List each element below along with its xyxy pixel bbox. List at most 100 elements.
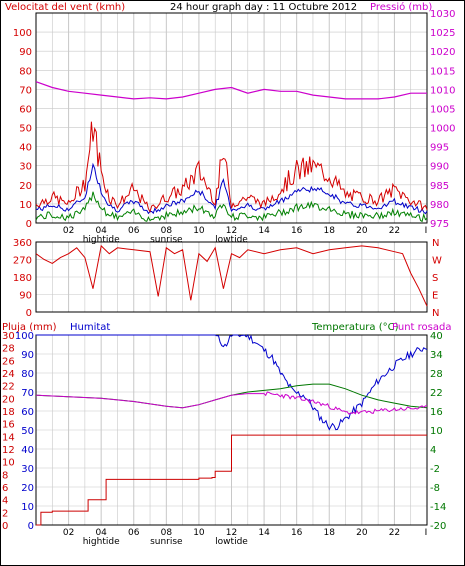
- hour-tick-label: 22: [389, 528, 400, 538]
- pressure-tick-label: 995: [430, 143, 449, 154]
- humidity-label: Humitat: [70, 322, 110, 333]
- event-label: sunrise: [150, 235, 183, 245]
- humidity-tick-label: 60: [21, 407, 34, 418]
- temperature-tick-label: 34: [430, 350, 443, 361]
- axis-ticks: 0102030405060708090100975980985990995100…: [2, 9, 455, 547]
- direction-compass-label: E: [432, 291, 438, 302]
- humidity-tick-label: 30: [21, 464, 34, 475]
- wind-average-line: [35, 162, 428, 215]
- wind-speed-label: Velocitat del vent (kmh): [5, 2, 125, 13]
- panel-wind-pressure-series: [35, 81, 428, 223]
- rain-tick-label: 12: [2, 445, 15, 456]
- wind-tick-label: 80: [19, 66, 32, 77]
- direction-tick-label: 360: [13, 238, 32, 249]
- wind-tick-label: 40: [19, 143, 32, 154]
- pressure-tick-label: 1005: [430, 104, 455, 115]
- hour-tick-label: 10: [193, 528, 205, 538]
- event-label: hightide: [83, 537, 120, 547]
- temperature-label: Temperatura (°C): [311, 322, 399, 333]
- hour-tick-label: 06: [128, 528, 140, 538]
- temperature-tick-label: -14: [430, 502, 446, 513]
- hour-tick-label: 18: [324, 528, 336, 538]
- humidity-tick-label: 50: [21, 426, 34, 437]
- temperature-tick-label: 22: [430, 388, 443, 399]
- hour-tick-label: 02: [63, 528, 74, 538]
- rain-tick-label: 30: [2, 331, 15, 342]
- humidity-tick-label: 80: [21, 369, 34, 380]
- chart-title: 24 hour graph day : 11 Octubre 2012: [170, 2, 357, 13]
- humidity-tick-label: 0: [28, 521, 34, 532]
- hour-tick-label: 16: [291, 226, 303, 236]
- event-label: sunrise: [150, 537, 183, 547]
- direction-compass-label: N: [432, 308, 439, 319]
- humidity-tick-label: 10: [21, 502, 34, 513]
- hour-tick-label: 06: [128, 226, 140, 236]
- event-label: lowtide: [215, 235, 248, 245]
- direction-tick-label: 0: [26, 308, 32, 319]
- direction-compass-label: N: [432, 238, 439, 249]
- rain-tick-label: 20: [2, 394, 15, 405]
- rain-tick-label: 10: [2, 458, 15, 469]
- hour-tick-label: 08: [161, 226, 173, 236]
- hour-tick-label: 04: [95, 528, 107, 538]
- hour-tick-label: 18: [324, 226, 336, 236]
- rain-tick-label: 6: [2, 483, 8, 494]
- rain-line: [36, 434, 427, 526]
- wind-tick-label: 90: [19, 47, 32, 58]
- hour-tick-label: I: [425, 226, 428, 236]
- wind-direction-line: [35, 244, 428, 307]
- direction-tick-label: 270: [13, 256, 32, 267]
- panel-frame: [35, 12, 428, 224]
- wind-tick-label: 30: [19, 162, 32, 173]
- wind-speed-line: [35, 121, 428, 213]
- pressure-tick-label: 980: [430, 200, 449, 211]
- pressure-label: Pressió (mb): [370, 1, 432, 13]
- pressure-line: [35, 81, 427, 100]
- wind-tick-label: 20: [19, 181, 32, 192]
- wind-tick-label: 0: [26, 219, 32, 230]
- humidity-tick-label: 90: [21, 350, 34, 361]
- rain-tick-label: 16: [2, 420, 15, 431]
- rain-tick-label: 28: [2, 344, 15, 355]
- wind-tick-label: 50: [19, 124, 32, 135]
- wind-tick-label: 60: [19, 104, 32, 115]
- pressure-tick-label: 990: [430, 162, 449, 173]
- humidity-tick-label: 20: [21, 483, 34, 494]
- hour-tick-label: 14: [258, 226, 270, 236]
- hour-tick-label: 16: [291, 528, 303, 538]
- panel-frame: [35, 241, 428, 313]
- panel-frame: [35, 334, 428, 526]
- humidity-line: [36, 334, 428, 431]
- direction-tick-label: 180: [13, 273, 32, 284]
- rain-tick-label: 18: [2, 407, 15, 418]
- hour-tick-label: 20: [356, 226, 368, 236]
- wind-low-line: [35, 191, 428, 223]
- direction-tick-label: 90: [19, 291, 32, 302]
- hour-tick-label: 12: [226, 226, 237, 236]
- pressure-tick-label: 975: [430, 219, 449, 230]
- direction-compass-label: W: [432, 256, 442, 267]
- hour-tick-label: 08: [161, 528, 173, 538]
- pressure-tick-label: 1000: [430, 124, 455, 135]
- pressure-tick-label: 1010: [430, 85, 455, 96]
- hour-tick-label: 20: [356, 528, 368, 538]
- rain-tick-label: 8: [2, 470, 8, 481]
- temperature-tick-label: -2: [430, 464, 440, 475]
- rain-tick-label: 0: [2, 521, 8, 532]
- wind-tick-label: 70: [19, 85, 32, 96]
- humidity-tick-label: 100: [15, 331, 34, 342]
- pressure-tick-label: 1025: [430, 28, 455, 39]
- wind-tick-label: 100: [13, 28, 32, 39]
- panel-rain-humidity-temp-series: [35, 334, 428, 526]
- rain-tick-label: 14: [2, 432, 15, 443]
- temperature-tick-label: 4: [430, 445, 436, 456]
- hour-tick-label: 12: [226, 528, 237, 538]
- hour-tick-label: 10: [193, 226, 205, 236]
- hour-tick-label: 04: [95, 226, 107, 236]
- pressure-tick-label: 985: [430, 181, 449, 192]
- rain-tick-label: 4: [2, 496, 8, 507]
- rain-tick-label: 22: [2, 382, 15, 393]
- dewpoint-label: Punt rosada: [392, 322, 451, 333]
